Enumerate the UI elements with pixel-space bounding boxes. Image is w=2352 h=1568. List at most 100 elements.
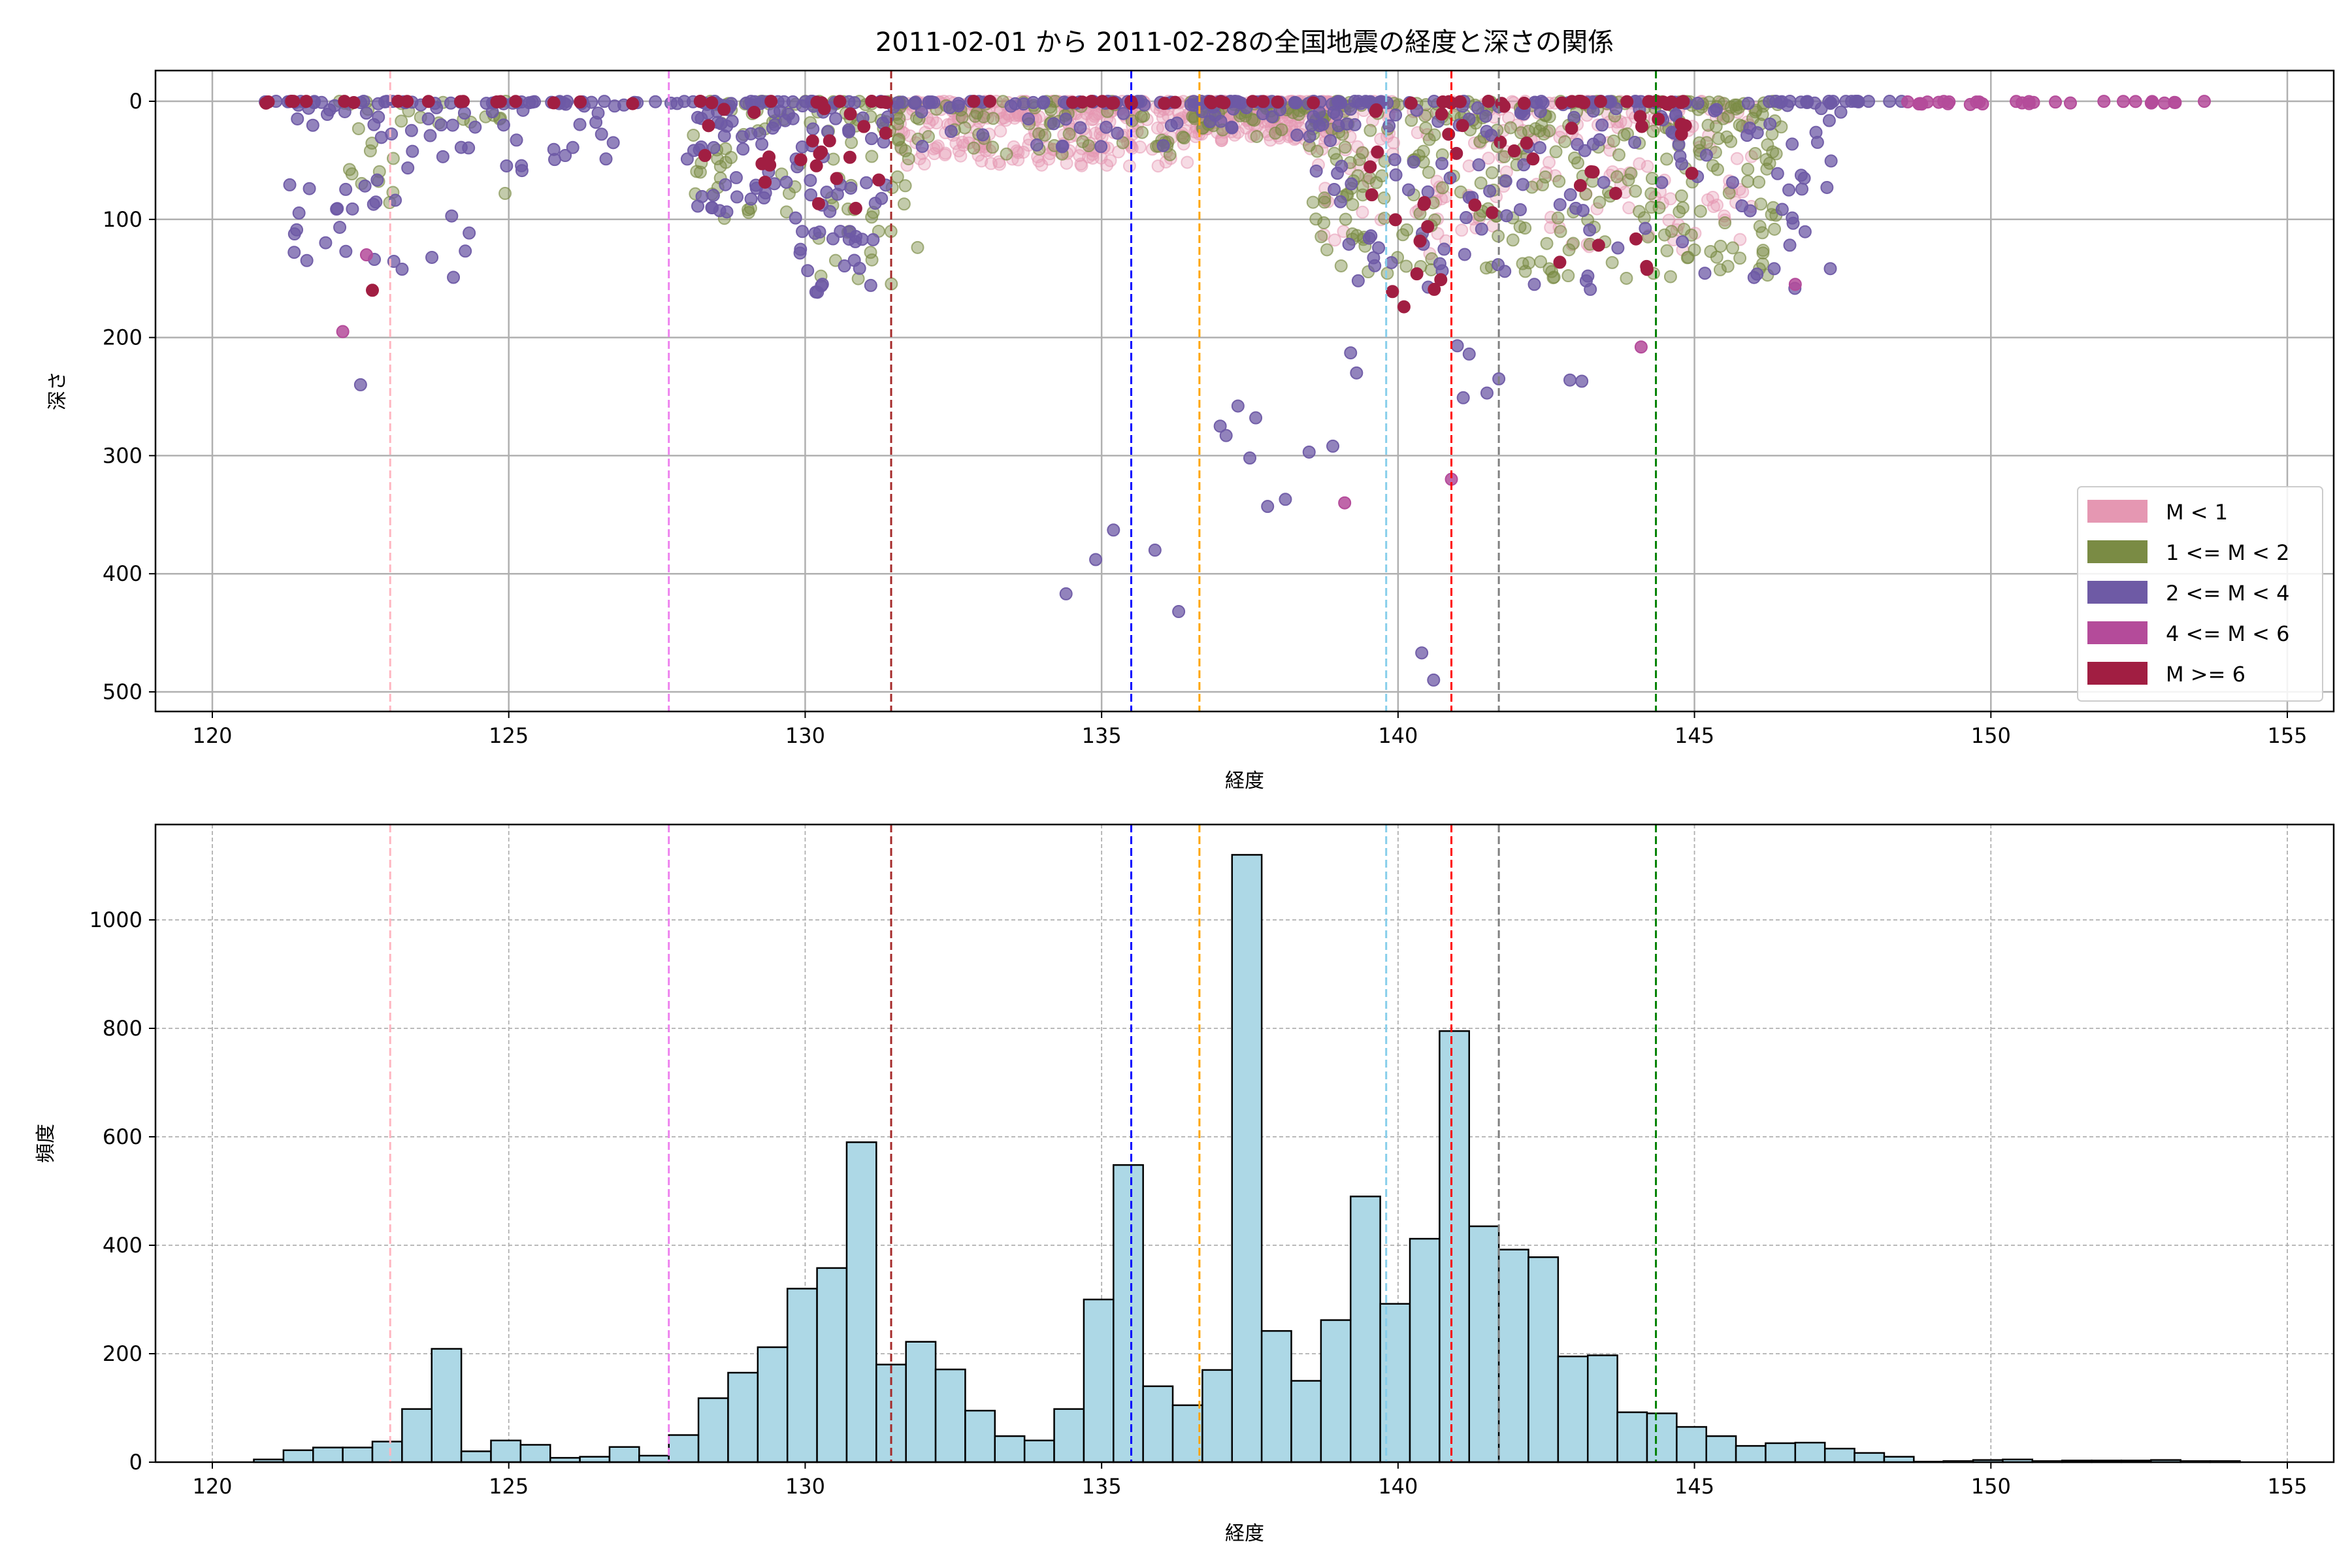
scatter-point xyxy=(515,159,529,172)
scatter-point xyxy=(702,119,715,133)
scatter-point xyxy=(1748,146,1762,160)
scatter-point xyxy=(1484,128,1498,142)
scatter-point xyxy=(1565,122,1578,135)
scatter-point xyxy=(789,211,802,225)
scatter-point xyxy=(944,125,958,139)
scatter-point xyxy=(463,226,476,240)
scatter-point xyxy=(385,127,399,141)
scatter-point xyxy=(955,110,969,124)
scatter-point xyxy=(1269,126,1282,140)
scatter-point xyxy=(1504,121,1518,135)
histogram-bar xyxy=(1053,1408,1085,1463)
scatter-point xyxy=(768,118,782,131)
scatter-point xyxy=(1275,123,1288,137)
scatter-point xyxy=(2197,95,2211,108)
scatter-point xyxy=(391,95,405,108)
legend-label: M >= 6 xyxy=(2166,662,2246,687)
scatter-point xyxy=(339,244,353,258)
scatter-point xyxy=(891,133,905,147)
y-axis-label: 頻度 xyxy=(35,1124,57,1163)
scatter-point xyxy=(315,95,329,109)
scatter-point xyxy=(813,147,826,161)
scatter-point xyxy=(1427,673,1441,687)
scatter-point xyxy=(866,233,880,246)
scatter-point xyxy=(1567,110,1581,124)
scatter-point xyxy=(1688,243,1701,257)
scatter-point xyxy=(1344,346,1358,360)
scatter-point xyxy=(1094,140,1108,154)
scatter-point xyxy=(497,118,510,132)
scatter-point xyxy=(1482,95,1495,108)
scatter-point xyxy=(1036,96,1050,110)
scatter-point xyxy=(459,244,472,258)
scatter-point xyxy=(1405,114,1418,127)
scatter-point xyxy=(706,188,720,202)
scatter-point xyxy=(736,142,750,156)
histogram-bar xyxy=(1023,1439,1055,1463)
scatter-point xyxy=(1494,135,1507,149)
scatter-point xyxy=(1809,125,1823,139)
scatter-point xyxy=(436,150,449,163)
scatter-point xyxy=(454,140,468,154)
scatter-point xyxy=(972,148,985,162)
scatter-point xyxy=(779,205,793,219)
scatter-point xyxy=(902,152,915,166)
scatter-point xyxy=(664,96,678,110)
scatter-point xyxy=(1584,165,1598,178)
scatter-point xyxy=(1506,233,1520,247)
scatter-point xyxy=(2157,96,2171,110)
y-tick-label: 400 xyxy=(103,561,142,586)
scatter-point xyxy=(1066,95,1079,109)
scatter-point xyxy=(736,130,749,144)
scatter-point xyxy=(1473,135,1487,148)
scatter-point xyxy=(1637,211,1651,225)
scatter-point xyxy=(1736,185,1750,199)
scatter-point xyxy=(574,95,587,108)
scatter-point xyxy=(806,122,820,136)
scatter-point xyxy=(808,227,822,240)
histogram-bar xyxy=(1320,1319,1352,1463)
scatter-point xyxy=(1609,187,1622,201)
scatter-point xyxy=(779,175,793,189)
histogram-bar xyxy=(1379,1303,1411,1463)
scatter-point xyxy=(1713,263,1727,276)
scatter-point xyxy=(811,197,825,210)
scatter-point xyxy=(351,122,365,135)
scatter-point xyxy=(1553,198,1567,212)
scatter-point xyxy=(649,95,662,108)
scatter-point xyxy=(434,118,448,132)
scatter-point xyxy=(1605,255,1619,269)
legend-swatch xyxy=(2087,540,2148,563)
scatter-point xyxy=(853,261,866,275)
histogram-bar xyxy=(1231,854,1263,1463)
histogram-bar xyxy=(845,1141,877,1463)
scatter-point xyxy=(801,264,815,278)
scatter-point xyxy=(1561,269,1575,283)
scatter-point xyxy=(1706,159,1720,172)
scatter-point xyxy=(319,236,333,250)
scatter-point xyxy=(917,157,931,171)
histogram-bar xyxy=(934,1368,966,1463)
scatter-point xyxy=(872,173,886,187)
histogram-bar xyxy=(964,1409,996,1463)
y-tick-label: 1000 xyxy=(90,907,142,932)
scatter-point xyxy=(306,118,319,132)
scatter-point xyxy=(1196,105,1209,118)
scatter-point xyxy=(1619,116,1633,130)
scatter-point xyxy=(1767,262,1781,276)
scatter-point xyxy=(1563,188,1577,202)
scatter-point xyxy=(1388,213,1402,227)
scatter-point xyxy=(1660,152,1674,166)
scatter-point xyxy=(1410,267,1424,281)
scatter-point xyxy=(1663,270,1677,284)
scatter-point xyxy=(1302,445,1316,459)
scatter-point xyxy=(1520,137,1533,150)
histogram-bar xyxy=(342,1446,374,1463)
histogram-bar xyxy=(371,1441,403,1463)
scatter-point xyxy=(1834,105,1848,119)
scatter-point xyxy=(1333,195,1347,208)
scatter-point xyxy=(1407,155,1420,169)
scatter-point xyxy=(1386,285,1399,299)
scatter-point xyxy=(1059,587,1073,600)
histogram-bar xyxy=(490,1439,522,1463)
